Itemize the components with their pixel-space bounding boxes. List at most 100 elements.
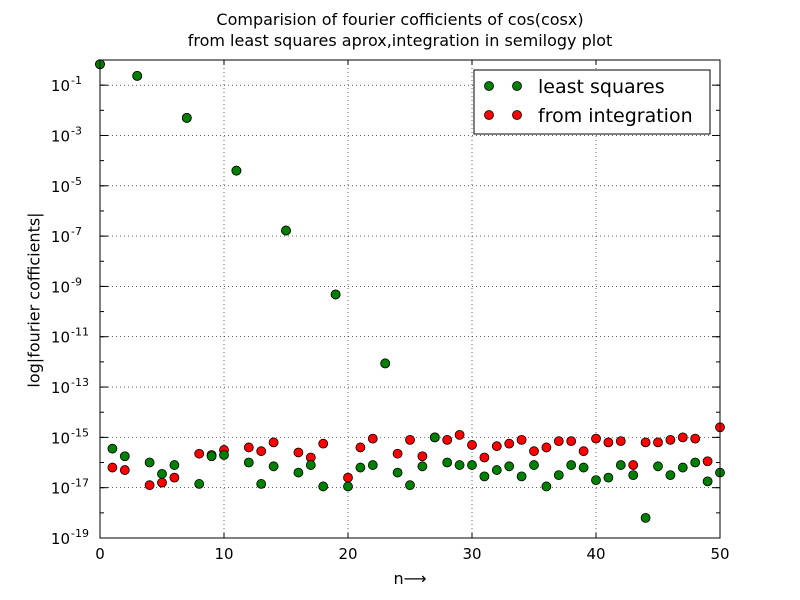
least-squares-point xyxy=(281,225,291,236)
least-squares-point xyxy=(677,462,688,473)
least-squares-point xyxy=(553,470,564,481)
least-squares-point xyxy=(591,475,601,486)
y-tick-label: 10 xyxy=(51,379,70,397)
y-tick-exponent: -13 xyxy=(71,376,89,389)
least-squares-point xyxy=(380,358,391,369)
integration-point xyxy=(467,440,477,450)
least-squares-point xyxy=(169,460,180,470)
least-squares-point xyxy=(330,289,341,300)
y-tick-exponent: -17 xyxy=(71,477,89,490)
least-squares-point xyxy=(467,460,477,470)
integration-point xyxy=(144,480,155,491)
least-squares-point xyxy=(566,460,577,470)
least-squares-point xyxy=(219,450,229,460)
chart-title-line-2: from least squares aprox,integration in … xyxy=(187,31,613,50)
y-tick-label: 10 xyxy=(51,480,70,498)
y-tick-exponent: -15 xyxy=(71,426,89,439)
least-squares-point xyxy=(417,461,428,472)
axes-frame xyxy=(99,59,721,539)
integration-point xyxy=(157,477,167,488)
legend: least squares from integration xyxy=(473,69,711,135)
y-tick-base: 10 xyxy=(51,228,70,246)
axis-ticks xyxy=(99,59,721,539)
least-squares-point xyxy=(615,460,626,470)
least-squares-point xyxy=(157,468,167,479)
least-squares-point xyxy=(429,432,440,443)
y-tick-label: 10 xyxy=(51,278,70,296)
y-tick-base: 10 xyxy=(51,530,70,548)
y-tick-label: 10 xyxy=(51,530,70,548)
integration-point xyxy=(665,434,676,445)
least-squares-point xyxy=(504,461,515,472)
legend-marker xyxy=(512,81,522,91)
x-tick-label: 10 xyxy=(214,545,233,563)
legend-box xyxy=(473,69,711,135)
y-tick-base: 10 xyxy=(51,480,70,498)
y-tick-exponent: -9 xyxy=(71,275,82,288)
x-tick-label: 30 xyxy=(462,545,481,563)
x-tick-label: 50 xyxy=(710,545,729,563)
least-squares-point xyxy=(194,479,205,489)
integration-point xyxy=(628,460,639,470)
integration-point xyxy=(256,446,267,457)
integration-point xyxy=(541,442,552,453)
integration-point xyxy=(591,433,601,444)
x-axis-label: n⟶ xyxy=(393,569,427,588)
y-tick-label: 10 xyxy=(51,329,70,347)
least-squares-point xyxy=(256,479,267,489)
least-squares-point xyxy=(479,471,490,482)
least-squares-point xyxy=(119,451,130,462)
integration-point xyxy=(603,437,614,448)
y-tick-base: 10 xyxy=(51,77,70,95)
integration-point xyxy=(243,442,254,453)
integration-point xyxy=(442,434,453,445)
y-tick-exponent: -11 xyxy=(71,326,89,339)
integration-point xyxy=(677,432,688,443)
integration-point xyxy=(516,434,527,445)
legend-marker xyxy=(512,110,522,120)
y-tick-label: 10 xyxy=(51,77,70,95)
y-tick-label: 10 xyxy=(51,178,70,196)
y-tick-base: 10 xyxy=(51,178,70,196)
legend-marker xyxy=(484,110,494,120)
least-squares-point xyxy=(454,460,465,470)
integration-point xyxy=(107,462,118,473)
least-squares-point xyxy=(268,461,279,472)
least-squares-point xyxy=(516,471,527,482)
x-tick-label: 20 xyxy=(338,545,357,563)
data-points xyxy=(95,59,725,523)
y-tick-label: 10 xyxy=(51,228,70,246)
legend-label: from integration xyxy=(538,105,693,127)
y-tick-exponent: -7 xyxy=(71,225,82,238)
integration-point xyxy=(615,436,626,447)
integration-point xyxy=(268,437,279,448)
y-tick-base: 10 xyxy=(51,127,70,145)
integration-point xyxy=(318,438,329,449)
y-tick-label: 10 xyxy=(51,429,70,447)
least-squares-point xyxy=(628,470,639,481)
x-tick-label: 0 xyxy=(95,545,105,563)
least-squares-point xyxy=(491,465,502,475)
least-squares-point xyxy=(132,70,143,81)
y-tick-exponent: -19 xyxy=(71,527,89,540)
least-squares-point xyxy=(541,481,552,492)
y-tick-base: 10 xyxy=(51,278,70,296)
y-tick-label: 10 xyxy=(51,127,70,145)
least-squares-point xyxy=(405,480,415,491)
least-squares-point xyxy=(392,467,403,478)
integration-point xyxy=(504,438,515,449)
least-squares-point xyxy=(293,467,304,478)
least-squares-point xyxy=(640,512,651,523)
least-squares-point xyxy=(107,443,118,454)
integration-point xyxy=(578,446,589,457)
y-tick-exponent: -3 xyxy=(71,124,82,137)
integration-point xyxy=(653,437,663,448)
least-squares-point xyxy=(442,457,453,468)
integration-point xyxy=(392,448,403,459)
least-squares-point xyxy=(653,461,663,472)
least-squares-point xyxy=(144,457,155,468)
integration-point xyxy=(454,429,465,440)
integration-point xyxy=(566,436,577,447)
